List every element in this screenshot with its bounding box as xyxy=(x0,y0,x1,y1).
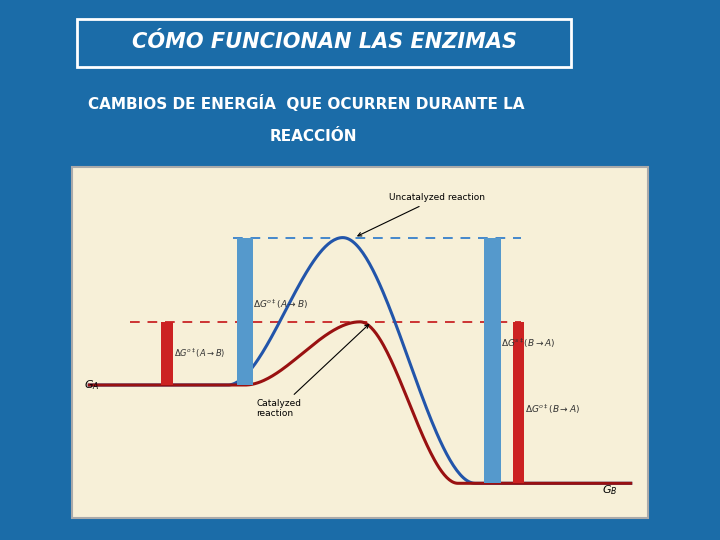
Text: $G_B$: $G_B$ xyxy=(602,483,617,497)
Text: $G_A$: $G_A$ xyxy=(84,378,99,392)
Bar xyxy=(513,322,524,483)
Bar xyxy=(237,238,253,385)
Text: REACCIÓN: REACCIÓN xyxy=(269,129,357,144)
Text: CÓMO FUNCIONAN LAS ENZIMAS: CÓMO FUNCIONAN LAS ENZIMAS xyxy=(132,32,516,52)
FancyBboxPatch shape xyxy=(77,19,571,68)
Text: $\Delta G^{o\ddagger}(B \to A)$: $\Delta G^{o\ddagger}(B \to A)$ xyxy=(526,403,580,416)
Text: $\Delta G^{o\ddagger}(A \to B)$: $\Delta G^{o\ddagger}(A \to B)$ xyxy=(174,347,225,360)
Text: $\Delta G^{s\ddagger}(B \to A)$: $\Delta G^{s\ddagger}(B \to A)$ xyxy=(501,336,556,349)
Bar xyxy=(161,322,173,385)
Text: $\Delta G^{o\ddagger}(A \to B)$: $\Delta G^{o\ddagger}(A \to B)$ xyxy=(253,298,309,311)
Text: Uncatalyzed reaction: Uncatalyzed reaction xyxy=(358,193,485,236)
FancyBboxPatch shape xyxy=(72,167,648,518)
Text: CAMBIOS DE ENERGÍA  QUE OCURREN DURANTE LA: CAMBIOS DE ENERGÍA QUE OCURREN DURANTE L… xyxy=(88,95,524,112)
Text: Catalyzed
reaction: Catalyzed reaction xyxy=(256,325,369,418)
Bar xyxy=(485,238,500,483)
